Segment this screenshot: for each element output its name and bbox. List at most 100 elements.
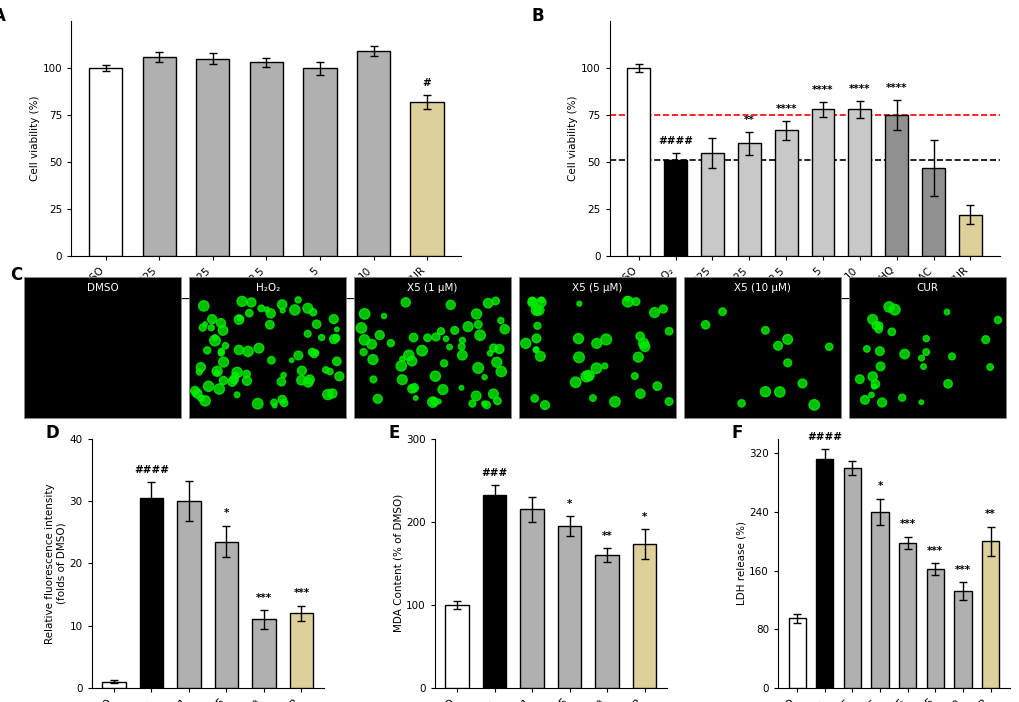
Point (186, 385, 203, 397)
Point (527, 344, 543, 355)
Point (913, 352, 929, 364)
Point (912, 397, 928, 408)
Point (238, 369, 255, 380)
Text: ####: #### (133, 465, 169, 475)
Point (896, 348, 912, 359)
Point (446, 325, 463, 336)
Point (274, 305, 290, 316)
Bar (250, 62, 282, 256)
Point (453, 350, 470, 361)
Point (597, 333, 613, 345)
Point (250, 398, 266, 409)
Point (870, 320, 887, 331)
Point (468, 390, 484, 402)
Point (300, 303, 316, 314)
Bar (843, 468, 860, 688)
Point (286, 305, 303, 316)
Point (567, 377, 583, 388)
Point (193, 362, 209, 373)
Point (200, 380, 216, 392)
Point (524, 296, 540, 307)
Point (882, 326, 899, 338)
Point (488, 357, 504, 368)
Text: *: * (876, 482, 881, 491)
Point (779, 357, 795, 369)
Point (480, 298, 496, 309)
Point (262, 307, 278, 319)
Point (660, 396, 677, 407)
Bar (788, 618, 805, 688)
Point (432, 326, 448, 337)
Text: X5 (10 μM): X5 (10 μM) (734, 283, 790, 293)
Y-axis label: Cell viability (%): Cell viability (%) (30, 96, 40, 181)
Text: ***: *** (899, 519, 915, 529)
Point (478, 399, 494, 411)
Point (619, 293, 635, 305)
Bar (870, 512, 888, 688)
Point (293, 375, 310, 386)
Text: #: # (422, 79, 431, 88)
Point (239, 346, 256, 357)
Point (365, 354, 381, 365)
Point (452, 382, 469, 393)
Text: X5 (5 μM): X5 (5 μM) (572, 283, 623, 293)
Point (794, 378, 810, 389)
Point (529, 320, 545, 331)
Point (528, 305, 544, 316)
Point (988, 314, 1005, 326)
Point (324, 388, 340, 399)
Point (275, 369, 291, 380)
Point (697, 319, 713, 331)
Point (492, 315, 508, 326)
Point (571, 298, 587, 310)
Point (227, 370, 244, 381)
Y-axis label: MDA Content (% of DMSO): MDA Content (% of DMSO) (393, 494, 404, 633)
Bar (196, 59, 229, 256)
Text: CUR: CUR (915, 283, 937, 293)
Bar (410, 102, 443, 256)
Point (660, 326, 677, 337)
Bar (482, 495, 505, 688)
Point (308, 347, 324, 358)
Point (769, 340, 786, 352)
Point (862, 389, 878, 400)
Point (630, 352, 646, 363)
Point (635, 338, 651, 349)
Point (353, 322, 369, 333)
Point (491, 343, 507, 355)
Bar (954, 591, 971, 688)
Text: A: A (0, 7, 6, 25)
Point (464, 398, 480, 409)
Bar (700, 153, 723, 256)
Point (917, 333, 933, 344)
Point (397, 297, 414, 308)
Point (779, 333, 795, 345)
Point (276, 397, 292, 409)
Point (240, 307, 257, 319)
Point (620, 296, 636, 307)
Point (273, 376, 289, 388)
Point (871, 345, 888, 357)
Bar (663, 160, 687, 256)
Point (207, 335, 223, 346)
Bar (848, 277, 1005, 418)
Text: ###: ### (481, 468, 507, 478)
Text: ***: *** (926, 546, 943, 556)
Point (580, 370, 596, 381)
Point (626, 371, 642, 382)
Point (226, 373, 243, 385)
Point (851, 373, 867, 385)
Point (300, 328, 316, 339)
Text: DMSO: DMSO (87, 283, 118, 293)
Point (274, 394, 290, 405)
Point (300, 377, 316, 388)
Point (654, 303, 671, 314)
Text: ####: #### (657, 135, 693, 146)
Bar (981, 541, 999, 688)
Text: H₂O₂: H₂O₂ (256, 283, 279, 293)
Text: X5 (μM): X5 (μM) (765, 322, 806, 332)
Point (243, 297, 259, 308)
Point (369, 393, 385, 404)
Bar (89, 68, 122, 256)
Point (308, 319, 324, 330)
